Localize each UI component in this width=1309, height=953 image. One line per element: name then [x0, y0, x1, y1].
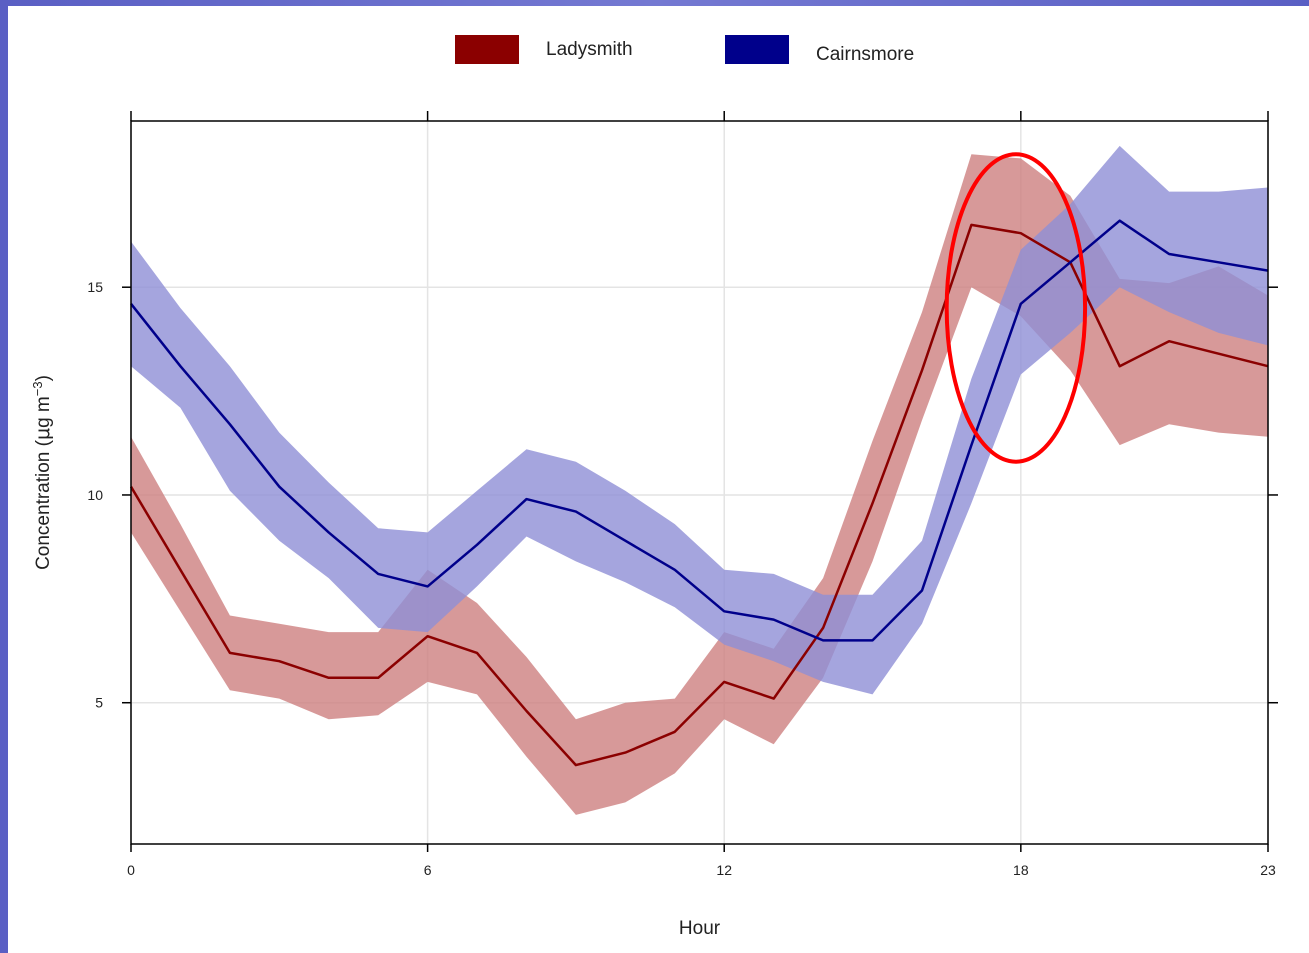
- diurnal-concentration-chart: 0 6 12 18 23 5 10 15 Ladysmith Cairnsmore Hour C…: [30, 35, 1278, 939]
- y-axis-title: Concentration (μg m−3): [30, 375, 54, 570]
- y-tick-label: 10: [87, 487, 103, 503]
- legend-label-ladysmith: Ladysmith: [546, 39, 633, 60]
- y-tick-label: 5: [95, 695, 103, 711]
- legend-label-cairnsmore: Cairnsmore: [816, 44, 914, 65]
- x-tick-label: 12: [716, 862, 732, 878]
- y-tick-label: 15: [87, 279, 103, 295]
- x-tick-label: 6: [424, 862, 432, 878]
- x-tick-label: 0: [127, 862, 135, 878]
- series-lines: [129, 219, 1269, 767]
- confidence-band-ladysmith: [131, 154, 1268, 815]
- confidence-band-cairnsmore: [131, 145, 1268, 695]
- legend-swatch-cairnsmore: [725, 35, 789, 64]
- series-line-cairnsmore: [130, 219, 1269, 642]
- legend: Ladysmith Cairnsmore: [455, 35, 914, 65]
- y-axis-title-main: Concentration (: [33, 439, 54, 570]
- x-axis-title: Hour: [679, 918, 721, 939]
- confidence-bands: [131, 145, 1268, 815]
- highlight-ellipse-annotation: [944, 152, 1088, 464]
- axis-ticks: 0 6 12 18 23 5 10 15: [87, 111, 1278, 878]
- series-line-ladysmith: [129, 223, 1269, 767]
- y-axis-title-mu: μ: [32, 428, 54, 440]
- y-axis-title-unit: g m: [33, 396, 54, 428]
- x-tick-label: 18: [1013, 862, 1029, 878]
- chart-panel: 0 6 12 18 23 5 10 15 Ladysmith Cairnsmore Hour C…: [8, 6, 1309, 953]
- y-axis-title-exponent: −3: [30, 381, 45, 396]
- legend-swatch-ladysmith: [455, 35, 519, 64]
- plot-frame: [130, 120, 1269, 845]
- y-axis-title-close: ): [33, 375, 54, 381]
- x-tick-label: 23: [1260, 862, 1276, 878]
